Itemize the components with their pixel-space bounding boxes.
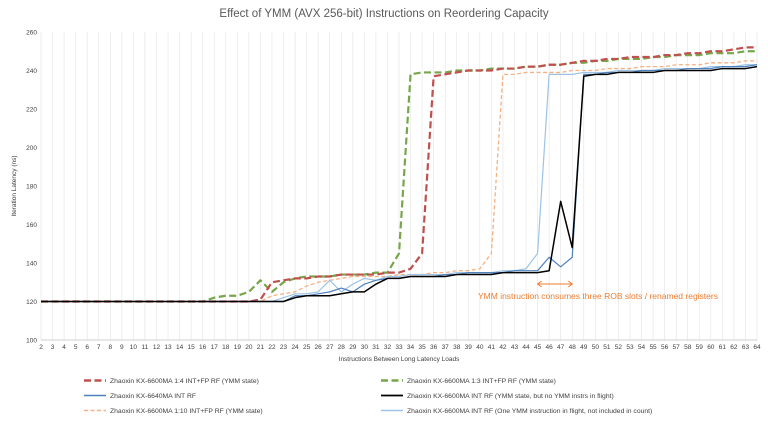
x-tick-label: 56 bbox=[661, 344, 669, 351]
x-tick-label: 2 bbox=[39, 344, 43, 351]
x-tick-label: 41 bbox=[488, 344, 496, 351]
y-axis-ticks: 100 120 140 160 180 200 220 240 260 bbox=[26, 29, 37, 344]
gridlines bbox=[40, 32, 758, 340]
x-tick-label: 59 bbox=[696, 344, 704, 351]
x-tick-label: 17 bbox=[211, 344, 219, 351]
x-tick-label: 43 bbox=[511, 344, 519, 351]
x-tick-label: 10 bbox=[130, 344, 138, 351]
x-tick-label: 22 bbox=[268, 344, 276, 351]
annotation-arrowhead-right bbox=[567, 280, 574, 288]
x-tick-label: 13 bbox=[164, 344, 172, 351]
x-tick-label: 47 bbox=[557, 344, 565, 351]
legend: Zhaoxin KX-6600MA 1:4 INT+FP RF (YMM sta… bbox=[84, 378, 652, 415]
x-tick-label: 50 bbox=[592, 344, 600, 351]
y-tick-label: 260 bbox=[26, 29, 37, 36]
y-tick-label: 160 bbox=[26, 222, 37, 229]
x-tick-label: 12 bbox=[153, 344, 161, 351]
x-tick-label: 45 bbox=[534, 344, 542, 351]
x-tick-label: 20 bbox=[245, 344, 253, 351]
series-lines bbox=[41, 46, 758, 303]
y-tick-label: 120 bbox=[26, 299, 37, 306]
x-tick-label: 63 bbox=[742, 344, 750, 351]
x-tick-label: 29 bbox=[349, 344, 357, 351]
x-tick-label: 62 bbox=[730, 344, 738, 351]
x-tick-label: 5 bbox=[74, 344, 78, 351]
x-tick-label: 4 bbox=[62, 344, 66, 351]
legend-label-4: Zhaoxin KX-6600MA INT RF (YMM state, but… bbox=[407, 393, 614, 400]
x-tick-label: 27 bbox=[326, 344, 334, 351]
x-tick-label: 25 bbox=[303, 344, 311, 351]
x-tick-label: 7 bbox=[97, 344, 101, 351]
legend-label-1: Zhaoxin KX-6600MA 1:4 INT+FP RF (YMM sta… bbox=[110, 378, 259, 385]
x-tick-label: 8 bbox=[108, 344, 112, 351]
legend-label-5: Zhaoxin KX-6600MA 1:10 INT+FP RF (YMM st… bbox=[110, 408, 263, 415]
y-tick-label: 140 bbox=[26, 260, 37, 267]
y-tick-label: 220 bbox=[26, 106, 37, 113]
legend-label-3: Zhaoxin KX-6640MA INT RF bbox=[110, 393, 196, 400]
x-tick-label: 48 bbox=[569, 344, 577, 351]
x-tick-label: 57 bbox=[673, 344, 681, 351]
x-tick-label: 64 bbox=[753, 344, 761, 351]
x-tick-label: 52 bbox=[615, 344, 623, 351]
x-tick-label: 19 bbox=[234, 344, 242, 351]
annotation-arrowhead-left bbox=[536, 280, 542, 288]
x-tick-label: 55 bbox=[649, 344, 657, 351]
x-tick-label: 14 bbox=[176, 344, 184, 351]
x-tick-label: 42 bbox=[499, 344, 507, 351]
x-tick-label: 38 bbox=[453, 344, 461, 351]
annotation: YMM instruction consumes three ROB slots… bbox=[478, 280, 718, 301]
x-tick-label: 30 bbox=[361, 344, 369, 351]
x-tick-label: 34 bbox=[407, 344, 415, 351]
x-tick-label: 9 bbox=[120, 344, 124, 351]
y-axis-label: Iteration Latency (ns) bbox=[11, 155, 18, 216]
x-tick-label: 61 bbox=[719, 344, 727, 351]
x-tick-label: 32 bbox=[384, 344, 392, 351]
x-tick-label: 60 bbox=[707, 344, 715, 351]
x-tick-label: 37 bbox=[442, 344, 450, 351]
x-tick-label: 31 bbox=[372, 344, 380, 351]
x-tick-label: 40 bbox=[476, 344, 484, 351]
x-tick-label: 53 bbox=[626, 344, 634, 351]
x-tick-label: 58 bbox=[684, 344, 692, 351]
y-tick-label: 200 bbox=[26, 145, 37, 152]
legend-label-6: Zhaoxin KX-6600MA INT RF (One YMM instru… bbox=[407, 408, 652, 415]
x-axis-ticks: 2 3 4 5 6 7 8 9 10 11 12 13 14 15 16 17 18 19 20 21 22 23 24 25… bbox=[39, 344, 761, 351]
y-tick-label: 240 bbox=[26, 68, 37, 75]
x-tick-label: 51 bbox=[603, 344, 611, 351]
x-tick-label: 28 bbox=[338, 344, 346, 351]
x-tick-label: 39 bbox=[465, 344, 473, 351]
y-tick-label: 100 bbox=[26, 337, 37, 344]
x-tick-label: 24 bbox=[291, 344, 299, 351]
x-tick-label: 3 bbox=[51, 344, 55, 351]
x-tick-label: 21 bbox=[257, 344, 265, 351]
x-tick-label: 54 bbox=[638, 344, 646, 351]
x-tick-label: 36 bbox=[430, 344, 438, 351]
y-tick-label: 180 bbox=[26, 183, 37, 190]
x-tick-label: 18 bbox=[222, 344, 230, 351]
x-axis-label: Instructions Between Long Latency Loads bbox=[339, 356, 460, 363]
legend-label-2: Zhaoxin KX-6600MA 1:3 INT+FP RF (YMM sta… bbox=[407, 378, 556, 385]
x-tick-label: 33 bbox=[395, 344, 403, 351]
series-line-4 bbox=[41, 65, 758, 303]
x-tick-label: 35 bbox=[418, 344, 426, 351]
x-tick-label: 49 bbox=[580, 344, 588, 351]
x-tick-label: 44 bbox=[522, 344, 530, 351]
x-tick-label: 11 bbox=[142, 344, 149, 351]
x-tick-label: 46 bbox=[546, 344, 554, 351]
chart-title: Effect of YMM (AVX 256-bit) Instructions… bbox=[219, 8, 548, 20]
x-tick-label: 16 bbox=[199, 344, 207, 351]
annotation-text: YMM instruction consumes three ROB slots… bbox=[478, 291, 718, 301]
x-tick-label: 6 bbox=[85, 344, 89, 351]
x-tick-label: 26 bbox=[315, 344, 323, 351]
x-tick-label: 23 bbox=[280, 344, 288, 351]
x-tick-label: 15 bbox=[188, 344, 196, 351]
